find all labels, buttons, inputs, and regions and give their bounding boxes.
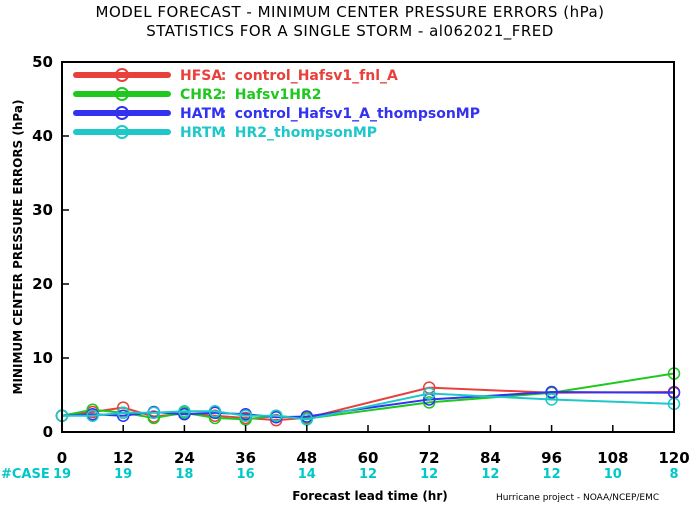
data-point xyxy=(545,385,558,399)
data-point xyxy=(269,409,283,422)
ticks-layer: 0 12 24 36 48 60 72 84 96 108 120 0 10 20 30 40 50 xyxy=(32,53,690,467)
legend-series-name: HATM xyxy=(180,106,225,122)
data-point xyxy=(86,409,99,422)
data-point xyxy=(208,405,222,418)
series-hrtm xyxy=(55,387,681,426)
legend-series-description: control_Hafsv1_A_thompsonMP xyxy=(235,106,480,122)
legend-swatch-marker xyxy=(115,106,129,120)
x-tick-label: 12 xyxy=(113,449,134,467)
legend-separator: : xyxy=(221,106,227,122)
x-tick-label: 120 xyxy=(658,449,689,467)
y-axis-label: MINIMUM CENTER PRESSURE ERRORS (hPa) xyxy=(11,100,25,395)
y-tick-label: 50 xyxy=(32,53,53,71)
x-tick-label: 84 xyxy=(480,449,501,467)
legend-item: HFSA: control_Hafsv1_fnl_A xyxy=(73,68,398,84)
case-count: 12 xyxy=(359,467,377,482)
legend-swatch-marker xyxy=(115,87,129,101)
chart-subtitle: STATISTICS FOR A SINGLE STORM - al062021… xyxy=(146,22,554,41)
case-count: 14 xyxy=(298,467,316,482)
data-point xyxy=(300,413,314,426)
data-point xyxy=(116,406,130,420)
case-count: 18 xyxy=(175,467,193,482)
legend: HFSA: control_Hafsv1_fnl_A CHR2: Hafsv1HR2 H… xyxy=(73,68,480,141)
legend-swatch-marker xyxy=(115,68,129,82)
case-count: 19 xyxy=(53,467,71,482)
x-tick-label: 48 xyxy=(296,449,317,467)
legend-series-description: HR2_thompsonMP xyxy=(235,125,377,141)
x-tick-label: 36 xyxy=(235,449,256,467)
data-point xyxy=(239,409,252,422)
case-count: 12 xyxy=(481,467,499,482)
case-count: 16 xyxy=(237,467,255,482)
legend-item: HRTM: HR2_thompsonMP xyxy=(73,125,377,141)
x-tick-label: 24 xyxy=(174,449,195,467)
x-tick-label: 0 xyxy=(57,449,67,467)
legend-item: CHR2: Hafsv1HR2 xyxy=(73,87,322,103)
legend-series-name: HRTM xyxy=(180,125,225,141)
y-tick-label: 20 xyxy=(32,275,53,293)
legend-swatch-marker xyxy=(115,125,129,139)
y-tick-label: 40 xyxy=(32,127,53,145)
case-count: 10 xyxy=(604,467,622,482)
x-tick-label: 72 xyxy=(419,449,440,467)
case-count: 12 xyxy=(420,467,438,482)
legend-series-name: CHR2 xyxy=(180,87,223,103)
legend-separator: : xyxy=(221,125,227,141)
legend-series-name: HFSA xyxy=(180,68,222,84)
data-point xyxy=(178,405,191,418)
credit-text: Hurricane project - NOAA/NCEP/EMC xyxy=(496,493,659,503)
case-count-label: #CASE xyxy=(1,467,50,482)
y-tick-label: 10 xyxy=(32,349,53,367)
x-axis-label: Forecast lead time (hr) xyxy=(292,489,448,503)
chart-title: MODEL FORECAST - MINIMUM CENTER PRESSURE… xyxy=(96,3,605,21)
data-point xyxy=(545,393,558,406)
series-hfsa xyxy=(55,381,681,427)
case-count: 12 xyxy=(543,467,561,482)
legend-separator: : xyxy=(221,87,227,103)
x-tick-label: 108 xyxy=(597,449,628,467)
y-tick-label: 0 xyxy=(43,423,53,441)
data-point xyxy=(422,387,436,400)
legend-series-description: Hafsv1HR2 xyxy=(235,87,322,103)
y-tick-label: 30 xyxy=(32,201,53,219)
legend-series-description: control_Hafsv1_fnl_A xyxy=(235,68,398,84)
series-layer xyxy=(55,367,681,427)
case-counts: 19 19 18 16 14 12 12 12 12 10 8 xyxy=(53,467,679,482)
case-count: 19 xyxy=(114,467,132,482)
case-count: 8 xyxy=(669,467,678,482)
legend-separator: : xyxy=(221,68,227,84)
data-point xyxy=(147,406,161,420)
legend-item: HATM: control_Hafsv1_A_thompsonMP xyxy=(73,106,480,122)
x-tick-label: 60 xyxy=(358,449,379,467)
x-tick-label: 96 xyxy=(541,449,562,467)
